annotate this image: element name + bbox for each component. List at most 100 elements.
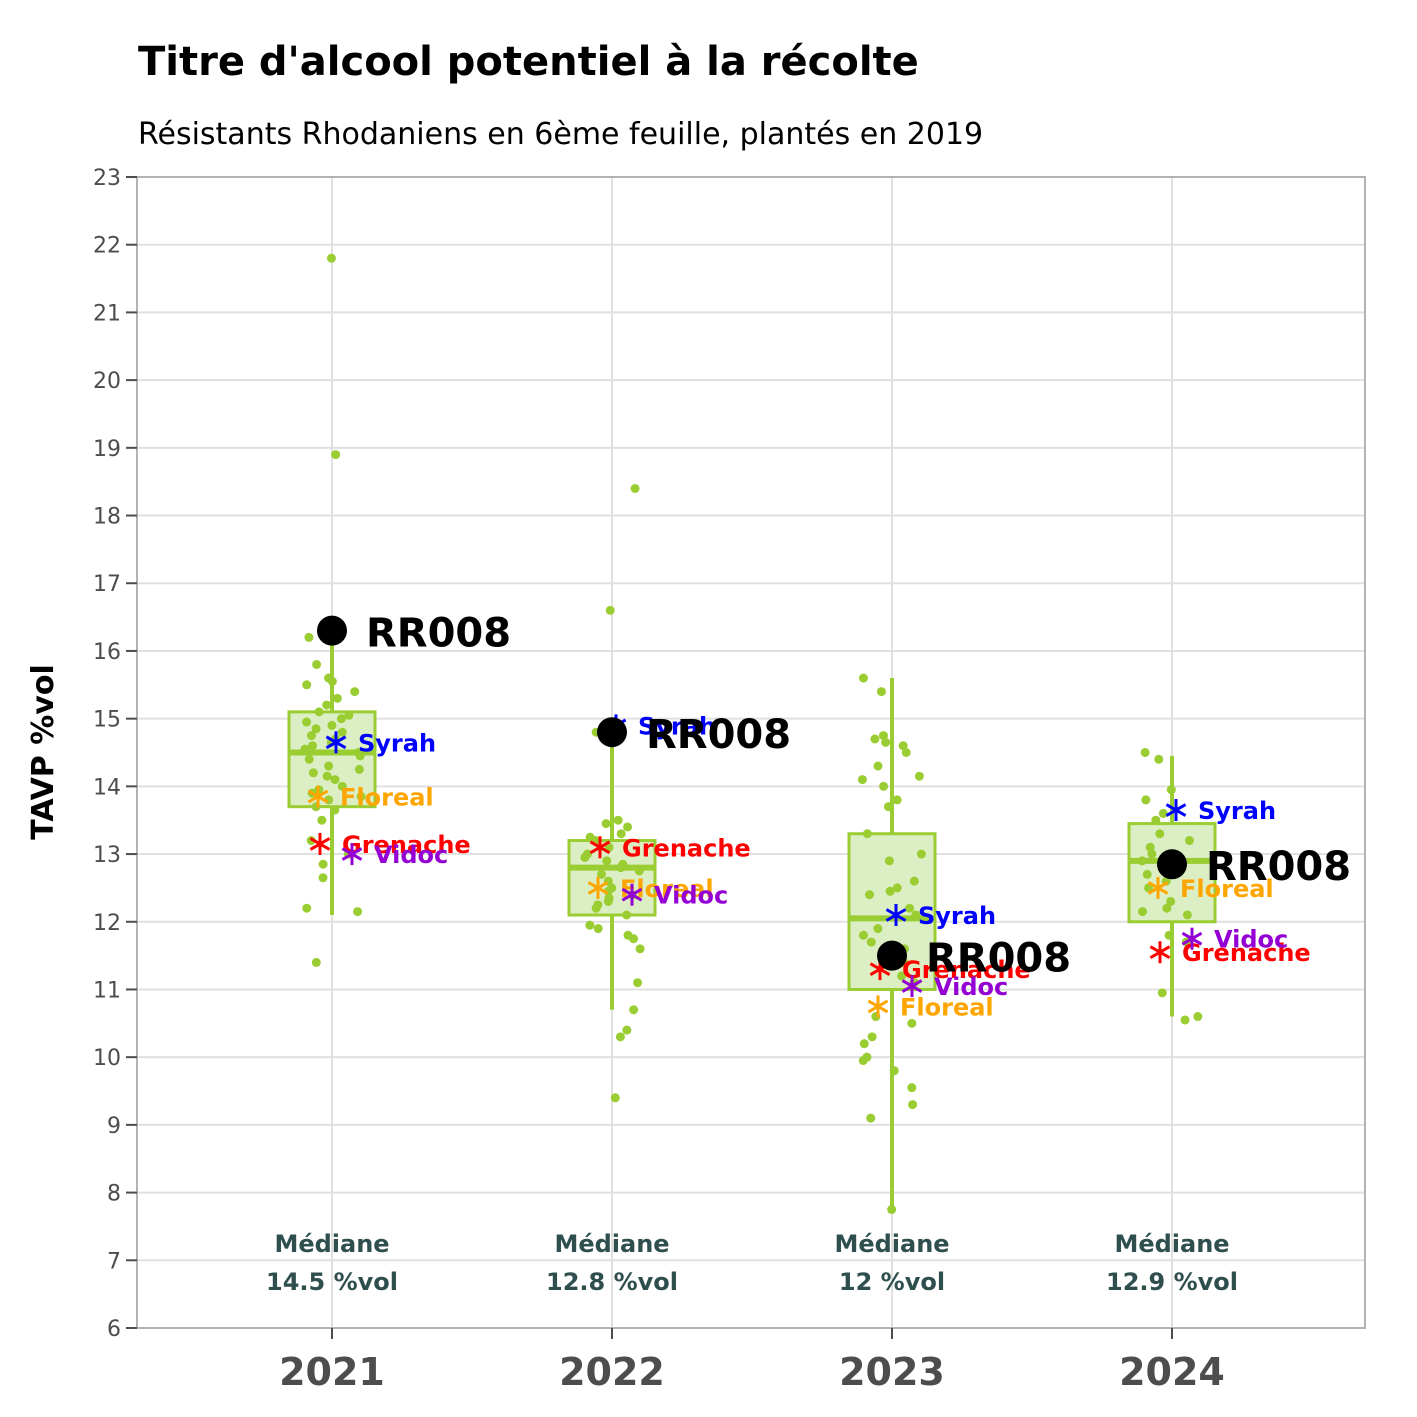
data-point <box>873 924 883 934</box>
data-point <box>585 920 595 930</box>
data-point <box>630 483 640 493</box>
reference-varieties: Syrah Syrah Syrah Syrah Floreal Floreal Florea… <box>307 712 1311 1021</box>
data-point <box>318 873 328 883</box>
data-point <box>337 727 347 737</box>
highlight-point <box>877 940 907 971</box>
median-label-value: 12.8 %vol <box>546 1268 678 1296</box>
reference-label: Grenache <box>342 831 471 859</box>
data-point <box>1164 930 1174 940</box>
data-point <box>858 673 868 683</box>
asterisk-marker <box>621 883 643 906</box>
asterisk-stroke <box>309 837 331 851</box>
reference-label: Vidoc <box>1214 926 1288 954</box>
median-label-title: Médiane <box>274 1230 389 1258</box>
data-point <box>873 761 883 771</box>
highlight-label: RR008 <box>926 936 1071 982</box>
data-point <box>327 720 337 730</box>
asterisk-stroke <box>589 840 611 855</box>
data-point <box>858 1056 868 1066</box>
data-point <box>302 903 312 913</box>
data-point <box>355 751 365 761</box>
data-point <box>302 717 312 727</box>
data-point <box>881 737 891 747</box>
data-point <box>326 253 336 263</box>
reference-label: Vidoc <box>934 973 1008 1001</box>
data-point <box>878 731 888 741</box>
y-tick-label: 17 <box>93 572 121 597</box>
data-point <box>866 1113 876 1123</box>
highlight-label: RR008 <box>646 712 791 758</box>
data-point <box>1193 1012 1203 1022</box>
reference-label: Vidoc <box>654 882 728 910</box>
x-axis: 2021 2022 2023 2024 <box>279 1328 1225 1394</box>
data-point <box>1141 795 1151 805</box>
data-point <box>318 859 328 869</box>
asterisk-marker <box>1147 876 1169 899</box>
data-point <box>858 930 868 940</box>
data-point <box>322 771 332 781</box>
reference-label: Syrah <box>1198 797 1276 825</box>
data-point <box>1158 808 1168 818</box>
median-label-value: 14.5 %vol <box>266 1268 398 1296</box>
chart-title: Titre d'alcool potentiel à la récolte <box>138 39 919 85</box>
data-point <box>867 1032 877 1042</box>
y-tick-label: 8 <box>107 1182 121 1207</box>
reference-label: Floreal <box>1180 875 1274 903</box>
data-point <box>332 693 342 703</box>
median-label-value: 12 %vol <box>839 1268 945 1296</box>
highlight-point <box>317 615 347 646</box>
asterisk-stroke <box>621 887 643 902</box>
data-point <box>1142 869 1152 879</box>
data-point <box>629 934 639 944</box>
data-point <box>862 829 872 839</box>
reference-label: Grenache <box>902 956 1031 984</box>
data-point <box>633 978 643 988</box>
data-point <box>1155 829 1165 839</box>
median-label-value: 12.9 %vol <box>1106 1268 1238 1296</box>
data-point <box>344 710 354 720</box>
asterisk-marker <box>325 731 347 754</box>
data-point <box>311 957 321 967</box>
data-point <box>300 744 310 754</box>
data-point <box>308 768 318 778</box>
data-point <box>304 754 314 764</box>
data-point <box>1140 748 1150 757</box>
data-point <box>870 734 880 744</box>
asterisk-stroke <box>1147 881 1169 895</box>
data-point <box>1138 907 1148 917</box>
data-point <box>865 890 875 900</box>
median-label-title: Médiane <box>554 1230 669 1258</box>
reference-label: Floreal <box>340 784 434 812</box>
data-point <box>635 944 645 954</box>
asterisk-marker <box>1165 799 1187 822</box>
data-point <box>1137 856 1147 866</box>
reference-label: Vidoc <box>374 841 448 869</box>
highlight-label: RR008 <box>366 611 511 657</box>
y-tick-label: 14 <box>93 775 121 800</box>
highlight-label: RR008 <box>1206 844 1351 890</box>
data-point <box>884 856 894 866</box>
y-tick-label: 20 <box>93 369 121 394</box>
asterisk-stroke <box>307 789 329 804</box>
y-tick-label: 13 <box>93 843 121 868</box>
y-tick-label: 23 <box>93 166 121 191</box>
y-tick-label: 22 <box>93 234 121 259</box>
data-point <box>353 907 363 917</box>
asterisk-marker <box>1181 927 1203 950</box>
data-point <box>629 1005 639 1015</box>
asterisk-marker <box>901 975 923 998</box>
data-point <box>622 910 632 920</box>
asterisk-stroke <box>325 735 347 750</box>
reference-label: Syrah <box>918 902 996 930</box>
median-label-title: Médiane <box>1114 1230 1229 1258</box>
data-point <box>354 764 364 774</box>
data-point <box>580 852 590 862</box>
data-point <box>909 876 919 886</box>
data-point <box>892 883 902 893</box>
data-point <box>634 866 644 876</box>
data-point <box>892 795 902 805</box>
data-point <box>1144 883 1154 893</box>
data-point <box>866 937 876 947</box>
data-point <box>1182 910 1192 920</box>
